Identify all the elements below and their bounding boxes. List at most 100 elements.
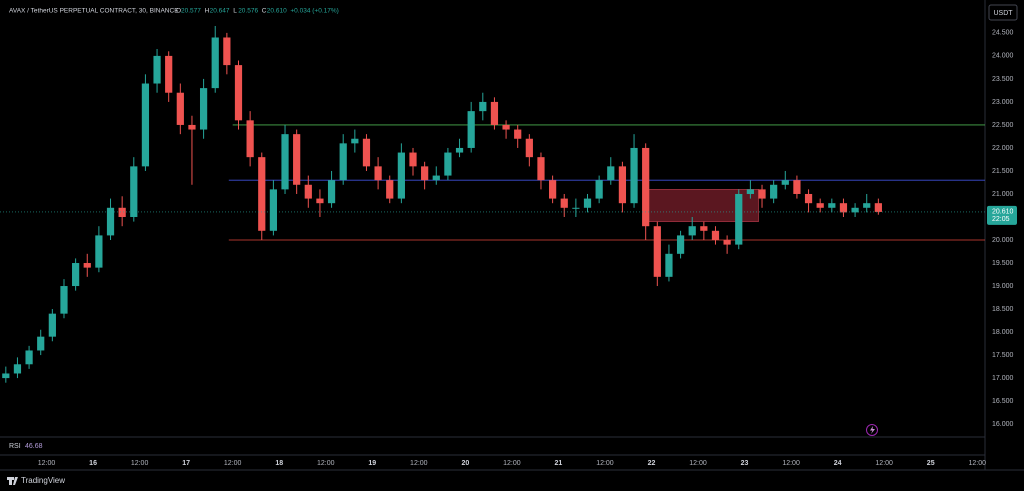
candle-body	[362, 138, 371, 167]
ohlc-label: O	[176, 8, 181, 15]
currency-button[interactable]	[988, 4, 1018, 21]
candle-body	[432, 175, 440, 181]
x-tick-label: 16	[89, 460, 97, 467]
x-tick-label: 12:00	[596, 460, 614, 467]
last-price-label: 20.610	[992, 208, 1014, 215]
y-tick-label: 16.000	[992, 421, 1014, 428]
y-tick-label: 16.500	[992, 398, 1014, 405]
candle-body	[583, 198, 592, 208]
y-tick-label: 23.000	[992, 99, 1014, 106]
candle-body	[770, 184, 778, 199]
candle-body	[828, 203, 836, 208]
candle-body	[269, 189, 278, 231]
ohlc-value: 20.610	[267, 8, 287, 15]
candle-body	[386, 180, 394, 199]
candle-body	[165, 55, 173, 93]
ohlc-value: +0.034 (+0.17%)	[290, 8, 338, 15]
x-tick-label: 12:00	[410, 460, 428, 467]
candle-body	[688, 226, 696, 236]
rsi-label: RSI	[9, 443, 21, 450]
candle-body	[199, 88, 208, 130]
candle-body	[467, 111, 475, 148]
x-tick-label: 23	[741, 460, 749, 467]
y-tick-label: 21.000	[992, 191, 1014, 198]
candle-body	[630, 147, 638, 204]
candle-body	[804, 193, 813, 204]
last-price-box	[987, 205, 1017, 225]
candle-body	[211, 37, 219, 89]
candle-body	[642, 147, 650, 227]
candle-body	[560, 198, 568, 208]
candle-body	[351, 138, 359, 144]
candle-body	[327, 180, 336, 204]
x-tick-label: 12:00	[317, 460, 335, 467]
candle-body	[95, 235, 103, 268]
candle-body	[83, 263, 91, 268]
candle-body	[444, 152, 452, 176]
candle-body	[595, 180, 603, 199]
x-tick-label: 22	[648, 460, 656, 467]
x-tick-label: 17	[182, 460, 190, 467]
candle-body	[700, 226, 708, 231]
currency-label[interactable]: USDT	[993, 10, 1013, 17]
y-tick-label: 21.500	[992, 168, 1014, 175]
candle-body	[618, 166, 627, 204]
y-tick-label: 24.000	[992, 53, 1014, 60]
candle-body	[490, 101, 499, 125]
y-tick-label: 18.500	[992, 306, 1014, 313]
candle-body	[118, 207, 126, 217]
countdown: 22:05	[992, 216, 1010, 223]
candle-body	[746, 189, 754, 194]
candle-body	[316, 198, 324, 204]
candle-body	[839, 203, 848, 213]
x-tick-label: 12:00	[875, 460, 893, 467]
candle-body	[514, 129, 522, 139]
candle-body	[176, 92, 184, 125]
alert-icon[interactable]	[866, 424, 878, 436]
candle-body	[60, 286, 68, 314]
y-tick-label: 20.000	[992, 237, 1014, 244]
alert-bolt	[870, 426, 875, 434]
y-tick-label: 22.500	[992, 122, 1014, 129]
candle-body	[525, 138, 533, 158]
candle-body	[781, 180, 789, 185]
ohlc-label: C	[262, 8, 267, 15]
candle-body	[304, 184, 312, 199]
rsi-value: 46.68	[25, 443, 43, 450]
candle-body	[549, 180, 557, 199]
x-tick-label: 12:00	[968, 460, 986, 467]
candle-body	[816, 203, 824, 208]
ohlc-value: 20.577	[181, 8, 201, 15]
x-tick-label: 21	[555, 460, 563, 467]
candle-body	[723, 240, 731, 245]
chart-title: AVAX / TetherUS PERPETUAL CONTRACT, 30, …	[9, 8, 179, 15]
candle-body	[141, 83, 150, 167]
candle-body	[281, 134, 289, 190]
candle-body	[153, 55, 161, 84]
candle-body	[758, 189, 766, 199]
y-tick-label: 17.000	[992, 375, 1014, 382]
candle-body	[374, 166, 382, 181]
candle-body	[2, 373, 10, 379]
candle-body	[711, 230, 720, 241]
candle-body	[397, 152, 405, 199]
brand-name: TradingView	[21, 476, 65, 485]
x-tick-label: 12:00	[782, 460, 800, 467]
candle-body	[72, 263, 80, 287]
candle-body	[25, 350, 33, 365]
candle-body	[793, 180, 801, 194]
candle-body	[48, 313, 56, 337]
x-tick-label: 25	[927, 460, 935, 467]
x-tick-label: 18	[275, 460, 283, 467]
x-tick-label: 12:00	[689, 460, 707, 467]
candle-body	[537, 157, 545, 181]
y-tick-label: 24.500	[992, 30, 1014, 37]
x-tick-label: 12:00	[503, 460, 521, 467]
candle-body	[13, 364, 22, 374]
ohlc-label: H	[205, 8, 210, 15]
candle-body	[246, 120, 254, 158]
x-tick-label: 24	[834, 460, 842, 467]
candle-body	[863, 203, 871, 208]
